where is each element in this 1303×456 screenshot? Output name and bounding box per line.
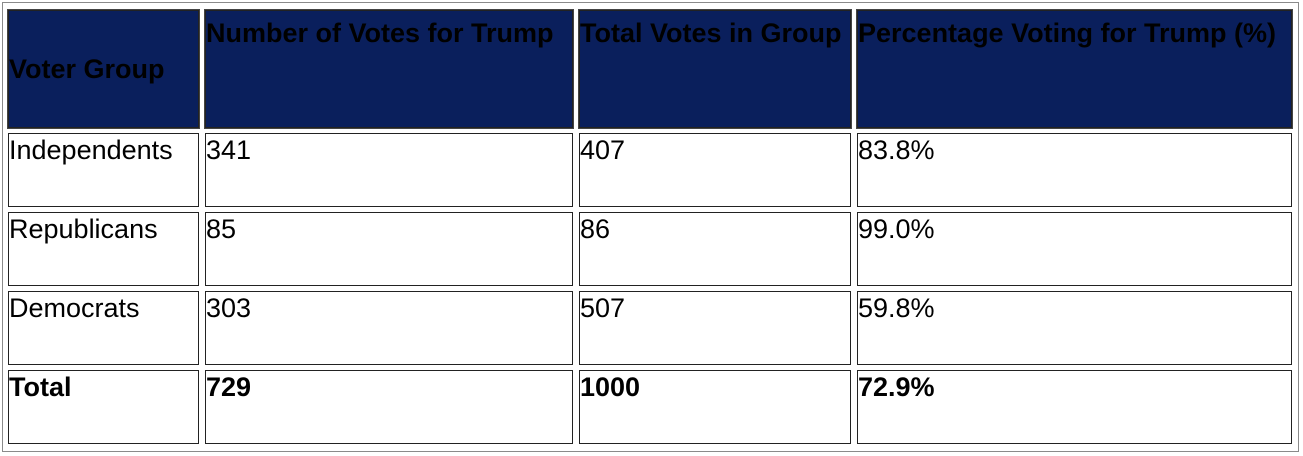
cell-votes-for-trump: 341 — [205, 133, 573, 207]
cell-total-votes: 86 — [579, 212, 851, 286]
header-total-votes: Total Votes in Group — [578, 9, 852, 129]
total-votes: 1000 — [579, 370, 851, 444]
cell-percentage: 59.8% — [857, 291, 1292, 365]
votes-table: Voter Group Number of Votes for Trump To… — [2, 5, 1298, 449]
total-votes-for-trump: 729 — [205, 370, 573, 444]
cell-percentage: 83.8% — [857, 133, 1292, 207]
total-label: Total — [8, 370, 199, 444]
table-row: Republicans 85 86 99.0% — [8, 212, 1292, 286]
cell-percentage: 99.0% — [857, 212, 1292, 286]
cell-voter-group: Republicans — [8, 212, 199, 286]
cell-voter-group: Independents — [8, 133, 199, 207]
cell-total-votes: 507 — [579, 291, 851, 365]
table-row: Democrats 303 507 59.8% — [8, 291, 1292, 365]
cell-votes-for-trump: 85 — [205, 212, 573, 286]
cell-voter-group: Democrats — [8, 291, 199, 365]
header-percentage: Percentage Voting for Trump (%) — [856, 9, 1293, 129]
cell-total-votes: 407 — [579, 133, 851, 207]
total-percentage: 72.9% — [857, 370, 1292, 444]
cell-votes-for-trump: 303 — [205, 291, 573, 365]
table-row: Independents 341 407 83.8% — [8, 133, 1292, 207]
total-row: Total 729 1000 72.9% — [8, 370, 1292, 444]
header-votes-for-trump: Number of Votes for Trump — [204, 9, 574, 129]
header-row: Voter Group Number of Votes for Trump To… — [7, 9, 1293, 129]
header-voter-group: Voter Group — [7, 9, 200, 129]
